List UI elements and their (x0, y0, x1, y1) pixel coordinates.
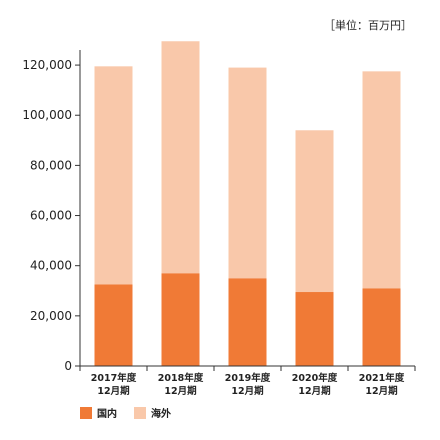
bar-overseas (161, 41, 200, 274)
x-tick-label: 2021年度 (359, 372, 405, 384)
bar-overseas (295, 130, 334, 293)
bar-overseas (94, 66, 133, 285)
bar-overseas (362, 71, 401, 289)
bar-domestic (295, 292, 334, 366)
bar-domestic (161, 273, 200, 366)
y-tick-label: 40,000 (30, 259, 72, 273)
bar-domestic (94, 284, 133, 366)
x-tick-label: 12月期 (97, 385, 129, 397)
x-tick-label: 2018年度 (158, 372, 204, 384)
legend-label: 国内 (97, 407, 117, 420)
x-tick-label: 2017年度 (91, 372, 137, 384)
y-tick-label: 20,000 (30, 309, 72, 323)
x-tick-label: 2020年度 (292, 372, 338, 384)
legend-label: 海外 (151, 407, 171, 420)
y-tick-label: 0 (64, 359, 72, 373)
legend-swatch (134, 407, 146, 419)
y-tick-label: 60,000 (30, 209, 72, 223)
y-tick-label: 120,000 (22, 58, 72, 72)
bar-domestic (228, 278, 267, 366)
y-tick-label: 80,000 (30, 158, 72, 172)
x-tick-label: 12月期 (365, 385, 397, 397)
legend-swatch (80, 407, 92, 419)
bar-overseas (228, 67, 267, 279)
bar-domestic (362, 288, 401, 366)
x-tick-label: 12月期 (298, 385, 330, 397)
unit-label: ［単位：百万円］ (324, 18, 412, 32)
y-tick-label: 100,000 (22, 108, 72, 122)
x-tick-label: 2019年度 (225, 372, 271, 384)
x-tick-label: 12月期 (231, 385, 263, 397)
x-tick-label: 12月期 (164, 385, 196, 397)
